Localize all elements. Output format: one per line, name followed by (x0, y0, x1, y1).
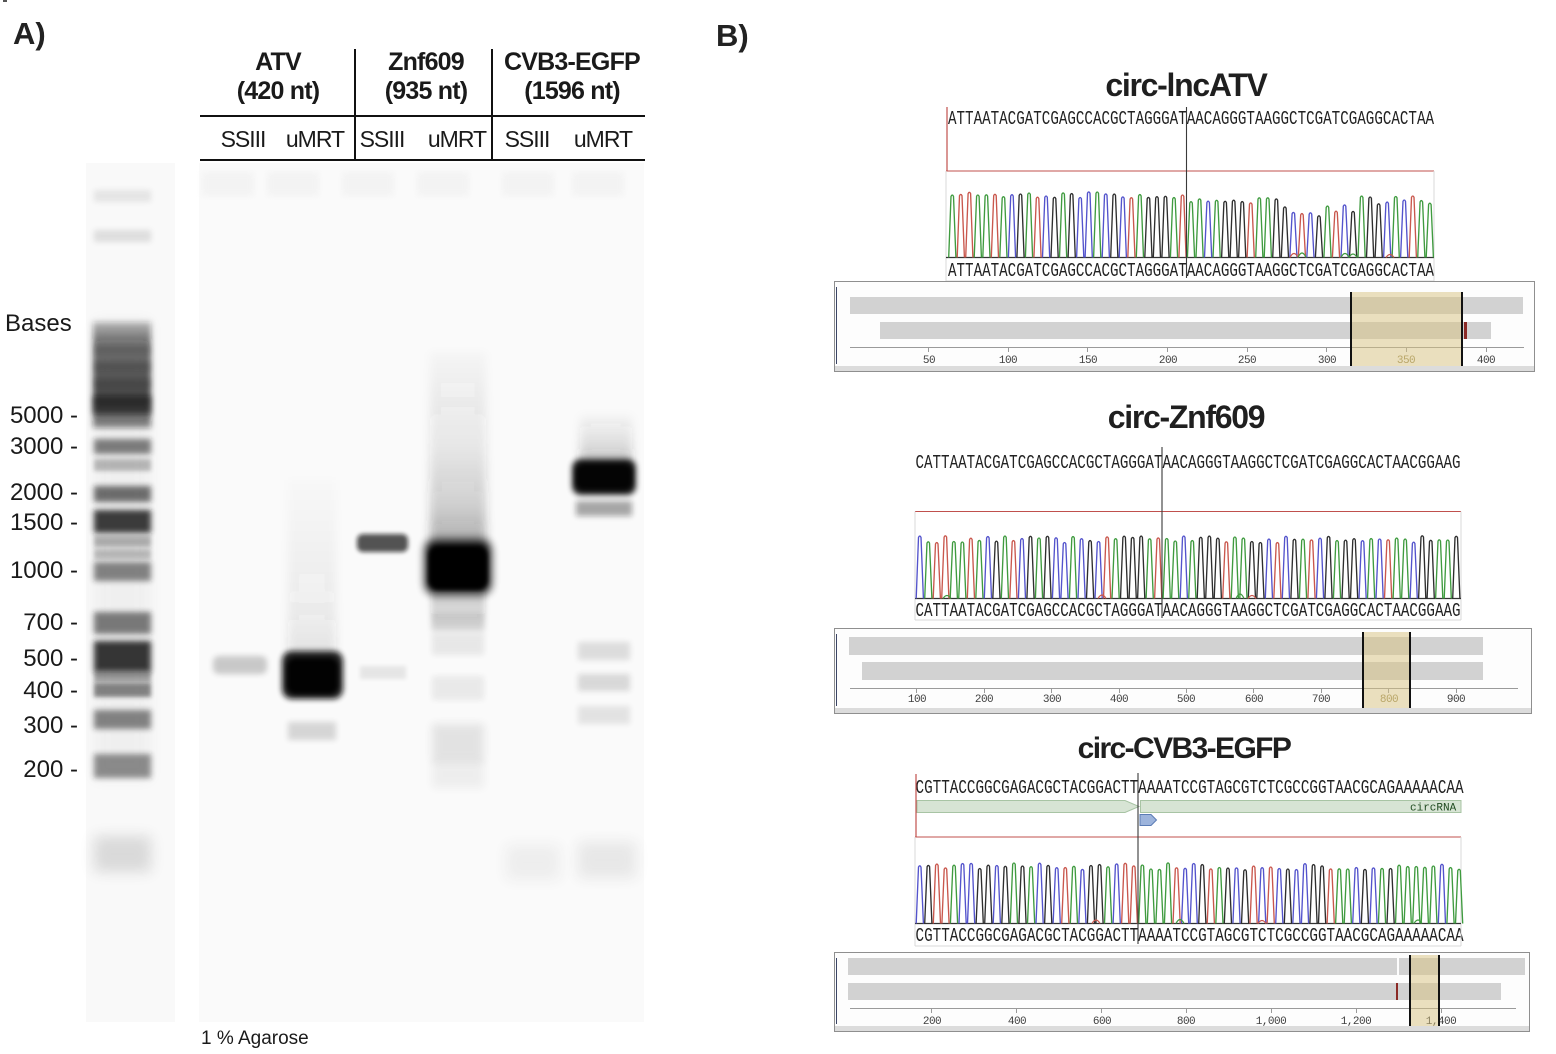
svg-text:ATTAATACGATCGAGCCACGCTAGGGATAA: ATTAATACGATCGAGCCACGCTAGGGATAACAGGGTAAGG… (948, 260, 1434, 282)
svg-text:CGTTACCGGCGAGACGCTACGGACTTAAAA: CGTTACCGGCGAGACGCTACGGACTTAAAATCCGTAGCGT… (916, 925, 1464, 947)
svg-text:CATTAATACGATCGAGCCACGCTAGGGATA: CATTAATACGATCGAGCCACGCTAGGGATAACAGGGTAAG… (916, 600, 1461, 622)
svg-text:CGTTACCGGCGAGACGCTACGGACTTAAAA: CGTTACCGGCGAGACGCTACGGACTTAAAATCCGTAGCGT… (916, 777, 1464, 799)
svg-text:CATTAATACGATCGAGCCACGCTAGGGATA: CATTAATACGATCGAGCCACGCTAGGGATAACAGGGTAAG… (916, 452, 1461, 474)
svg-text:ATTAATACGATCGAGCCACGCTAGGGATAA: ATTAATACGATCGAGCCACGCTAGGGATAACAGGGTAAGG… (948, 108, 1434, 130)
svg-text:circRNA: circRNA (1410, 803, 1457, 815)
